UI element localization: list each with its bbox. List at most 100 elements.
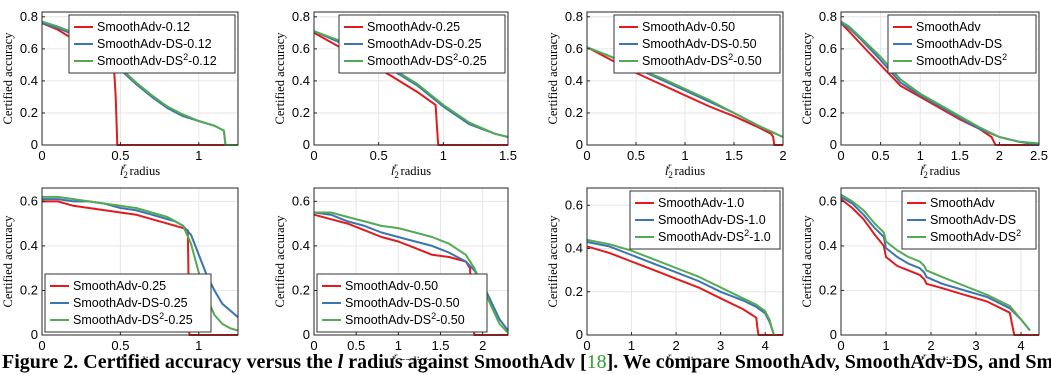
legend-entry: SmoothAdv-DS2-0.50: [642, 52, 762, 68]
x-axis-label: l2r radius: [391, 161, 431, 180]
y-tick-label: 0: [31, 327, 38, 342]
legend-entry: SmoothAdv-0.25: [73, 279, 166, 293]
legend-entry: SmoothAdv-0.50: [642, 20, 735, 34]
x-tick-label: 3: [717, 338, 724, 353]
legend-box: [887, 14, 1037, 74]
x-tick-label: 0.5: [111, 338, 129, 353]
legend-entry: SmoothAdv-DS-0.25: [73, 296, 188, 310]
legend-entry: SmoothAdv-DS2-0.25: [73, 311, 193, 327]
caption-bold: Certified accuracy versus the: [83, 351, 338, 373]
x-tick-label: 0: [310, 338, 317, 353]
y-tick-label: 0.4: [292, 238, 310, 253]
y-tick-label: 0.6: [20, 41, 38, 56]
x-tick-label: 2: [927, 338, 934, 353]
legend: SmoothAdv-0.50 SmoothAdv-DS-0.50SmoothAdv…: [613, 14, 781, 74]
y-axis-label: Certified accuracy: [1, 32, 15, 125]
legend-entry: SmoothAdv: [930, 196, 995, 210]
x-tick-label: 0: [583, 148, 590, 163]
series-line-3: [314, 211, 509, 334]
legend-entry: SmoothAdv-DS-0.12: [97, 37, 212, 51]
y-tick-label: 0.2: [819, 105, 837, 120]
y-tick-label: 0.6: [565, 197, 583, 212]
caption-rest: radius against SmoothAdv [: [343, 351, 587, 373]
x-tick-label: 0.5: [627, 148, 645, 163]
x-axis-label: l2r radius: [920, 351, 960, 360]
y-tick-label: 0.4: [819, 73, 837, 88]
x-tick-label: 4: [762, 338, 769, 353]
x-axis-label: l2r radius: [920, 161, 960, 180]
legend: SmoothAdv-0.25 SmoothAdv-DS-0.25SmoothAdv…: [338, 14, 506, 74]
x-tick-label: 0: [837, 338, 844, 353]
x-tick-label: 0: [583, 338, 590, 353]
series-line-1: [840, 22, 1039, 146]
x-tick-label: 0.5: [370, 148, 388, 163]
x-tick-label: 1.5: [951, 148, 969, 163]
y-tick-label: 0.4: [565, 73, 583, 88]
y-tick-label: 0.4: [20, 238, 38, 253]
x-tick-label: 0.5: [347, 338, 365, 353]
legend-entry: SmoothAdv-DS: [930, 213, 1016, 227]
legend-entry: SmoothAdv-0.25: [367, 20, 460, 34]
plot-frame: [586, 187, 784, 336]
caption-italic: l: [337, 351, 344, 373]
y-axis-label: Certified accuracy: [273, 32, 287, 125]
legend-box: [613, 14, 781, 74]
chart-panel-4: 0 0.5 1 1.5 2 2.5 0 0.2 0.4 0.6 0.8 l2r radius Certi…: [800, 9, 1048, 180]
y-tick-label: 0.6: [292, 41, 310, 56]
y-tick-label: 0: [576, 327, 583, 342]
y-tick-label: 0.4: [565, 241, 583, 256]
x-tick-label: 0.5: [111, 148, 129, 163]
y-tick-label: 0: [303, 327, 310, 342]
x-tick-label: 0: [837, 148, 844, 163]
x-tick-label: 1.5: [431, 338, 449, 353]
legend-entry: SmoothAdv-DS-1.0: [658, 213, 766, 227]
y-tick-label: 0.2: [565, 105, 583, 120]
x-axis-label: l2r radius: [665, 351, 705, 360]
plot-frame: [41, 11, 239, 146]
y-tick-label: 0.6: [20, 193, 38, 208]
legend: SmoothAdv-0.12 SmoothAdv-DS-0.12SmoothAdv…: [68, 14, 236, 74]
y-tick-label: 0.4: [292, 73, 310, 88]
x-tick-label: 0: [38, 148, 45, 163]
chart-panel-7: 0 1 2 3 4 0 0.2 0.4 0.6 l2r radius Certified accur…: [546, 187, 784, 360]
plot-frame: [313, 187, 509, 336]
y-tick-label: 0.8: [20, 9, 38, 24]
legend-entry: SmoothAdv-DS2: [916, 52, 1007, 68]
chart-panel-6: 0 0.5 1 1.5 2 0 0.2 0.4 0.6 l2r radius Certified a…: [273, 187, 509, 360]
legend: SmoothAdv-1.0 SmoothAdv-DS-1.0SmoothAdv-D…: [629, 190, 781, 250]
legend-box: [629, 190, 781, 250]
x-tick-label: 1: [681, 148, 688, 163]
caption-prefix: Figure 2.: [2, 351, 79, 373]
charts-figure: 0 0.5 1 0 0.2 0.4 0.6 0.8 l2r radius Certified ac…: [1, 9, 1048, 360]
y-tick-label: 0.2: [565, 284, 583, 299]
x-tick-label: 2: [779, 148, 786, 163]
legend: SmoothAdv-0.25 SmoothAdv-DS-0.25SmoothAdv…: [44, 273, 212, 333]
x-tick-label: 1.5: [725, 148, 743, 163]
y-tick-label: 0.2: [20, 282, 38, 297]
legend-entry: SmoothAdv-DS2: [930, 228, 1021, 244]
legend-box: [44, 273, 212, 333]
legend-box: [338, 14, 506, 74]
series-line-2: [313, 211, 509, 332]
series-line-3: [840, 20, 1040, 145]
x-tick-label: 1: [628, 338, 635, 353]
y-tick-label: 0: [31, 137, 38, 152]
chart-panel-2: 0 0.5 1 1.5 0 0.2 0.4 0.6 0.8 l2r radius Certified…: [273, 9, 517, 180]
y-axis-label: Certified accuracy: [1, 215, 15, 308]
y-axis-label: Certified accuracy: [800, 215, 814, 308]
y-axis-label: Certified accuracy: [800, 32, 814, 125]
y-tick-label: 0.8: [565, 9, 583, 24]
y-tick-label: 0.2: [819, 282, 837, 297]
plot-frame: [313, 11, 509, 146]
legend: SmoothAdv-0.50 SmoothAdv-DS-0.50SmoothAdv…: [316, 273, 488, 333]
x-axis-label: l2r radius: [120, 161, 160, 180]
series-line-3: [840, 193, 1031, 332]
legend-entry: SmoothAdv-1.0: [658, 196, 744, 210]
caption-ref[interactable]: 18: [586, 351, 607, 373]
series-line-2: [840, 196, 1031, 332]
x-tick-label: 0.5: [872, 148, 890, 163]
legend-entry: SmoothAdv-DS-0.25: [367, 37, 482, 51]
x-tick-label: 1: [882, 338, 889, 353]
legend-entry: SmoothAdv-0.50: [345, 279, 438, 293]
